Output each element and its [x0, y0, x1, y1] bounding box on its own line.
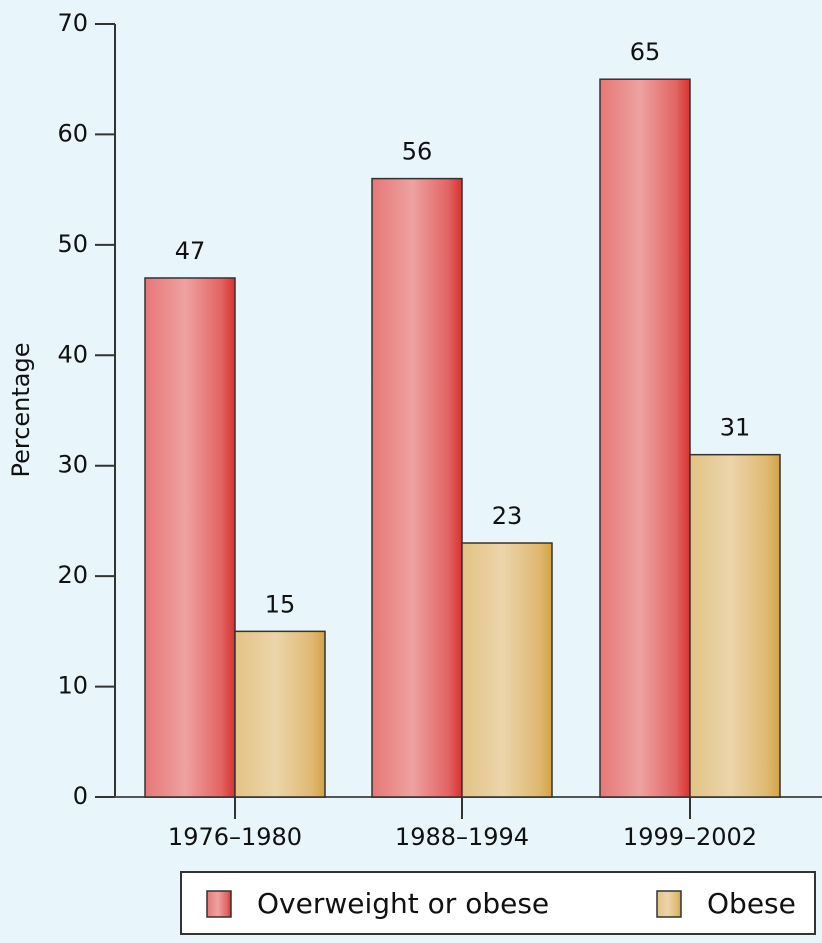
y-tick-label: 10: [57, 672, 88, 700]
y-tick-label: 0: [73, 782, 88, 810]
bar: [371, 177, 463, 798]
legend-swatch: [656, 890, 682, 918]
x-tick-label: 1988–1994: [395, 823, 529, 851]
y-axis-label: Percentage: [7, 342, 35, 477]
y-tick-label: 20: [57, 561, 88, 589]
legend-swatch: [206, 890, 232, 918]
data-label: 31: [720, 414, 751, 442]
x-tick-label: 1976–1980: [168, 823, 302, 851]
data-label: 56: [402, 138, 433, 166]
y-tick-label: 30: [57, 451, 88, 479]
data-label: 47: [175, 237, 206, 265]
data-label: 23: [492, 502, 523, 530]
y-tick-label: 40: [57, 340, 88, 368]
y-tick-label: 50: [57, 230, 88, 258]
x-tick-label: 1999–2002: [623, 823, 757, 851]
bar: [599, 78, 691, 798]
legend-label: Obese: [707, 887, 796, 920]
y-tick-label: 70: [57, 9, 88, 37]
bar: [689, 453, 781, 798]
bar: [461, 542, 553, 798]
data-label: 15: [265, 590, 296, 618]
legend-label: Overweight or obese: [257, 887, 549, 920]
bar: [144, 277, 236, 798]
data-label: 65: [630, 38, 661, 66]
y-tick-label: 60: [57, 119, 88, 147]
legend-box: [180, 871, 816, 935]
bar: [234, 630, 326, 798]
